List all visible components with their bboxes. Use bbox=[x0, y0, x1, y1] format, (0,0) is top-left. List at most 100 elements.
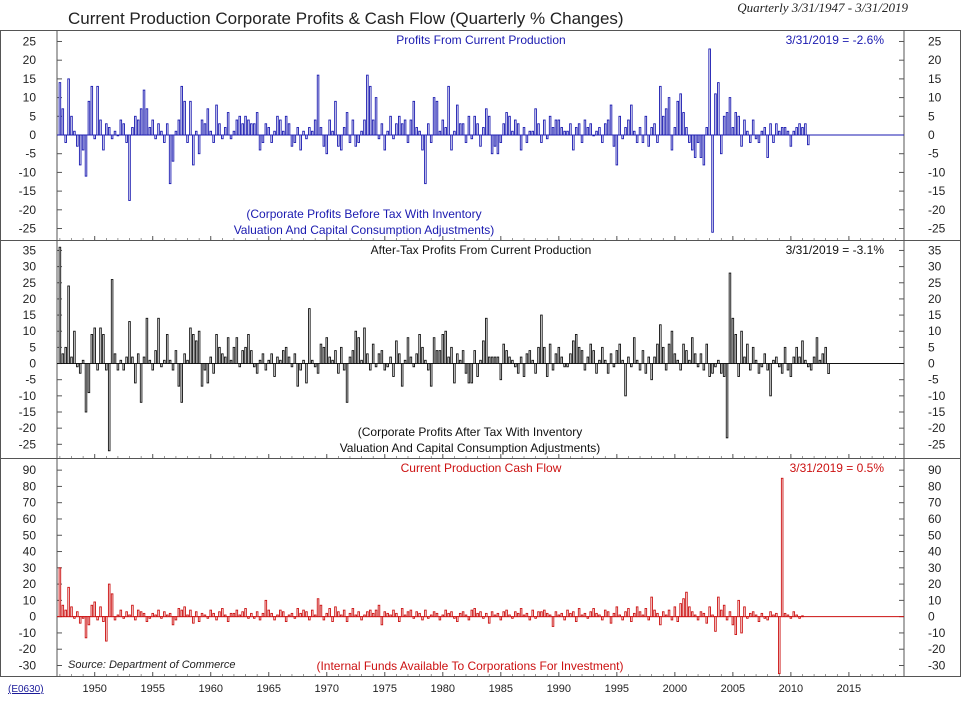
bar bbox=[824, 346, 827, 364]
bar bbox=[151, 119, 154, 136]
bar bbox=[728, 97, 732, 136]
x-tick-label: 1960 bbox=[198, 683, 222, 695]
bar bbox=[557, 119, 561, 136]
bar bbox=[699, 611, 703, 618]
bar bbox=[601, 134, 604, 143]
bar bbox=[650, 363, 653, 381]
bar bbox=[595, 612, 598, 618]
bar bbox=[136, 353, 140, 364]
bar bbox=[215, 334, 218, 364]
bar bbox=[566, 130, 569, 136]
bar bbox=[821, 353, 825, 364]
bar bbox=[438, 350, 442, 364]
bar bbox=[548, 115, 552, 136]
bar bbox=[334, 350, 337, 364]
x-tick-label: 2005 bbox=[721, 683, 745, 695]
bar bbox=[299, 363, 302, 371]
bar bbox=[632, 337, 636, 364]
bar bbox=[577, 123, 581, 136]
bar bbox=[58, 82, 62, 136]
y-tick-label-left: 10 bbox=[23, 593, 37, 607]
bar bbox=[142, 356, 146, 364]
bar bbox=[102, 134, 105, 151]
bar bbox=[299, 134, 302, 151]
bar bbox=[505, 350, 508, 364]
bar bbox=[632, 612, 636, 618]
bar bbox=[827, 363, 830, 375]
bar bbox=[96, 363, 99, 371]
bar bbox=[168, 612, 172, 618]
y-tick-label-right: -20 bbox=[928, 642, 946, 656]
bar bbox=[772, 614, 775, 618]
bar bbox=[389, 356, 392, 364]
bar bbox=[450, 611, 453, 618]
bar bbox=[90, 85, 94, 136]
y-tick-label-right: 5 bbox=[928, 109, 935, 123]
bar bbox=[177, 363, 181, 387]
bar bbox=[221, 608, 224, 618]
bar bbox=[232, 346, 236, 364]
bar bbox=[61, 108, 65, 136]
bar bbox=[606, 119, 610, 136]
reference-code-link[interactable]: (E0630) bbox=[8, 684, 44, 695]
bar bbox=[569, 123, 572, 136]
panel-title: Current Production Cash Flow bbox=[401, 461, 562, 475]
bar bbox=[615, 134, 619, 166]
bar bbox=[612, 363, 616, 368]
bar bbox=[357, 611, 360, 618]
bar bbox=[267, 609, 270, 618]
bar bbox=[464, 363, 468, 374]
bar bbox=[102, 334, 105, 364]
bar bbox=[647, 134, 650, 147]
bar bbox=[270, 134, 273, 143]
bar bbox=[247, 119, 250, 136]
y-tick-label-left: -25 bbox=[19, 437, 37, 451]
bar bbox=[751, 119, 755, 136]
bar bbox=[769, 123, 772, 136]
bar bbox=[650, 596, 653, 618]
bar bbox=[682, 343, 685, 364]
bar bbox=[554, 119, 558, 136]
bar bbox=[537, 346, 540, 364]
bar bbox=[357, 134, 360, 143]
bar bbox=[369, 609, 372, 618]
bar bbox=[731, 616, 735, 626]
bar bbox=[775, 612, 778, 618]
bar bbox=[598, 359, 601, 364]
bar bbox=[316, 74, 320, 136]
bar bbox=[235, 119, 239, 136]
bar bbox=[432, 97, 436, 136]
bar bbox=[189, 327, 192, 364]
bar bbox=[557, 346, 561, 364]
bar bbox=[496, 134, 500, 155]
bar bbox=[311, 609, 314, 618]
bar bbox=[84, 134, 88, 177]
bar bbox=[467, 616, 471, 621]
y-tick-label-right: 10 bbox=[928, 324, 942, 338]
bar bbox=[427, 616, 430, 619]
bar bbox=[531, 359, 534, 364]
bar bbox=[424, 609, 427, 618]
bar bbox=[583, 119, 587, 136]
bar bbox=[470, 363, 474, 384]
bar bbox=[429, 134, 433, 143]
bar bbox=[203, 123, 207, 136]
y-tick-label-left: 25 bbox=[23, 34, 37, 48]
panel-note-line: (Corporate Profits After Tax With Invent… bbox=[358, 425, 583, 439]
bar bbox=[714, 616, 717, 632]
bar bbox=[192, 616, 195, 624]
bar bbox=[206, 363, 210, 384]
bar bbox=[708, 606, 711, 618]
bar bbox=[464, 614, 468, 618]
bar bbox=[453, 130, 456, 136]
bar bbox=[679, 363, 682, 371]
bar bbox=[197, 134, 201, 155]
bar bbox=[453, 363, 456, 384]
bar bbox=[511, 616, 514, 619]
bar bbox=[148, 359, 152, 364]
bar bbox=[87, 363, 91, 394]
bar bbox=[456, 104, 459, 136]
bar bbox=[342, 127, 346, 136]
bar bbox=[743, 606, 746, 618]
